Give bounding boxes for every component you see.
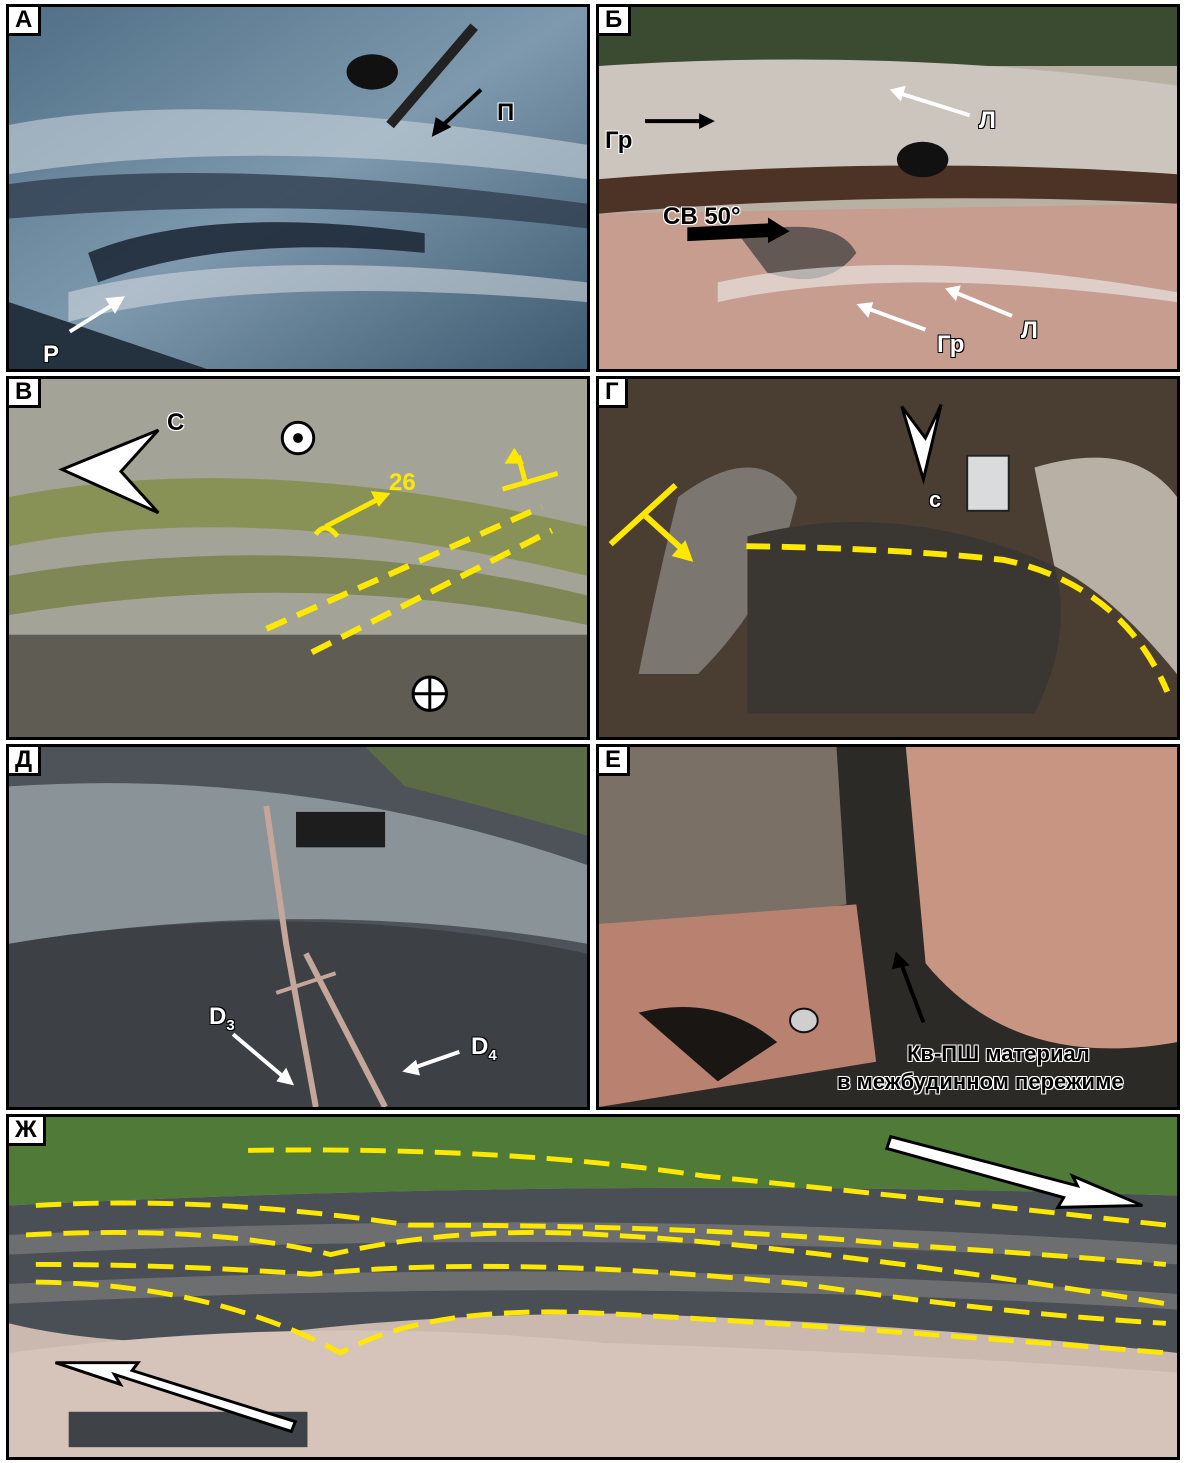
panel-label-v: В bbox=[9, 379, 42, 408]
bedding-line-5 bbox=[35, 1279, 1167, 1356]
annotation-overlay-e bbox=[891, 951, 926, 1024]
panel-label-a: А bbox=[9, 7, 42, 36]
annotation-overlay-g bbox=[608, 403, 1171, 693]
caption-line-2: в межбудинном пережиме bbox=[837, 1069, 1124, 1094]
bedding-symbol-icon bbox=[608, 483, 678, 547]
bedding-line-4 bbox=[35, 1261, 1167, 1326]
panel-label-zh: Ж bbox=[9, 1117, 46, 1146]
panel-label-g: Г bbox=[599, 379, 628, 408]
bedding-line-3 bbox=[25, 1230, 1167, 1307]
photo-panel-v: В С 26 bbox=[6, 376, 590, 740]
label-gr-bottom: Гр bbox=[937, 331, 965, 358]
bedding-line-2 bbox=[35, 1200, 1167, 1267]
arrow-material-icon bbox=[899, 964, 926, 1024]
north-arrow-icon bbox=[900, 403, 943, 486]
annotation-overlay-zh bbox=[25, 1134, 1167, 1434]
shear-zone-line-2 bbox=[310, 527, 554, 656]
direction-arrow-icon bbox=[687, 217, 790, 244]
north-arrow-icon bbox=[58, 428, 160, 515]
arrow-d3-icon bbox=[231, 1032, 286, 1079]
photo-panel-d: Д D3 D4 bbox=[6, 744, 590, 1110]
label-d4: D4 bbox=[471, 1033, 497, 1064]
photo-panel-b: Б Гр Л СВ 50° Гр Л bbox=[596, 4, 1180, 372]
shear-arrow-top-icon bbox=[884, 1134, 1143, 1209]
label-direction: СВ 50° bbox=[663, 203, 741, 230]
outcrop-photo-zh bbox=[9, 1117, 1177, 1457]
label-26: 26 bbox=[389, 469, 416, 496]
panel-label-d: Д bbox=[9, 747, 42, 776]
arrow-d4-icon bbox=[413, 1050, 460, 1070]
label-d3: D3 bbox=[209, 1003, 235, 1034]
label-r: Р bbox=[43, 341, 60, 368]
arrow-r-icon bbox=[68, 300, 119, 334]
foliation-symbol-icon bbox=[501, 471, 559, 492]
annotation-overlay-a bbox=[68, 88, 483, 334]
arrow-gr-bottom-icon bbox=[865, 306, 927, 332]
photo-panel-e: Е Кв-ПШ материал в межбудинном пережиме bbox=[596, 744, 1180, 1110]
outcrop-photo-d bbox=[9, 747, 587, 1107]
panel-label-e: Е bbox=[599, 747, 631, 776]
outcrop-photo-v bbox=[9, 379, 587, 737]
arrow-l-bottom-icon bbox=[954, 290, 1013, 318]
shear-arrow-bottom-icon bbox=[55, 1361, 298, 1434]
contact-line bbox=[746, 543, 1171, 693]
photo-panel-zh: Ж bbox=[6, 1114, 1180, 1460]
label-l-bottom: Л bbox=[1021, 317, 1038, 344]
shear-zone-line-1 bbox=[265, 504, 544, 632]
annotation-overlay-b bbox=[645, 85, 1013, 332]
label-gr-top: Гр bbox=[605, 127, 633, 154]
label-north-c: с bbox=[929, 487, 942, 512]
outcrop-photo-g bbox=[599, 379, 1177, 737]
outcrop-photo-b bbox=[599, 7, 1177, 369]
outcrop-photo-e bbox=[599, 747, 1177, 1107]
arrow-l-top-icon bbox=[900, 91, 971, 118]
label-l-top: Л bbox=[979, 107, 996, 134]
photo-panel-g: Г с bbox=[596, 376, 1180, 740]
bedding-line-1 bbox=[248, 1147, 1167, 1228]
annotation-overlay-d bbox=[231, 1032, 460, 1086]
annotation-overlay-v bbox=[58, 420, 559, 712]
label-north-c: С bbox=[167, 409, 185, 436]
arrow-p-icon bbox=[437, 88, 483, 131]
panel-label-b: Б bbox=[599, 7, 632, 36]
label-p: П bbox=[497, 99, 515, 126]
lineation-symbol-icon bbox=[313, 525, 340, 538]
photo-panel-a: А П Р bbox=[6, 4, 590, 372]
caption-line-1: Кв-ПШ материал bbox=[907, 1041, 1090, 1066]
